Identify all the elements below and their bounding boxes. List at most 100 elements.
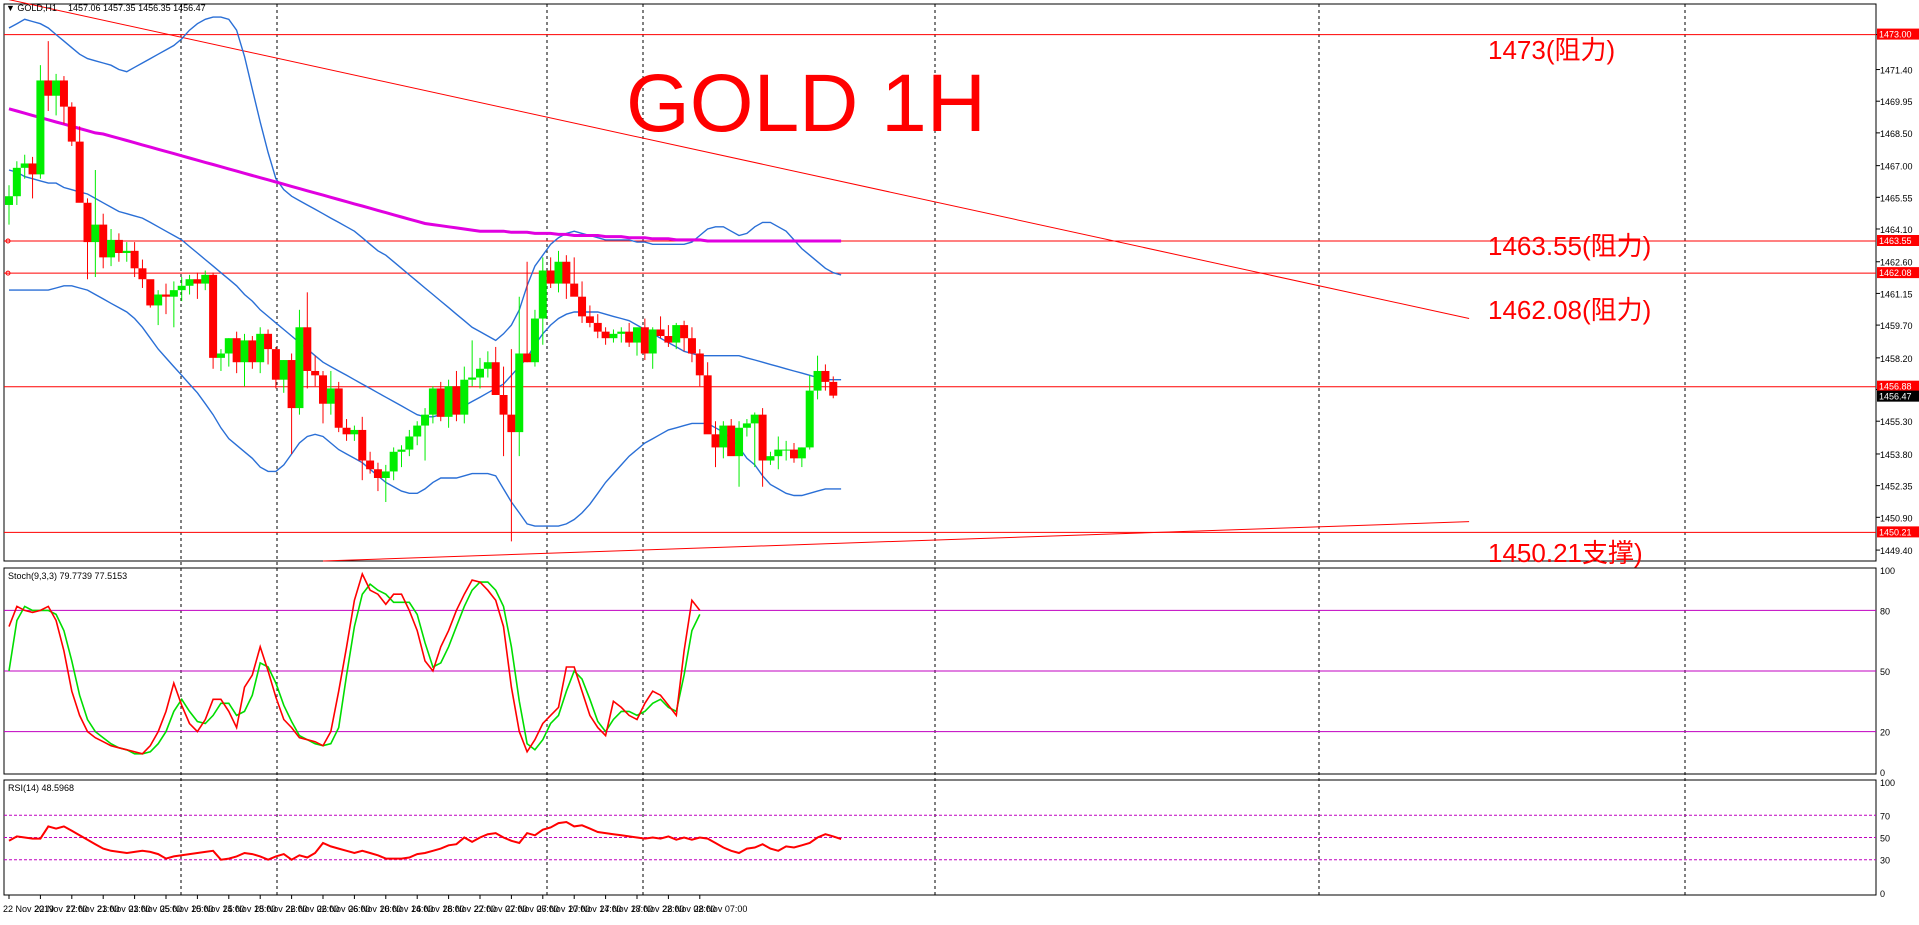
bollinger-upper-line bbox=[8, 16, 842, 342]
x-tick-label: 22 Nov 2019 bbox=[3, 904, 54, 914]
candle-body bbox=[530, 318, 539, 363]
candle-body bbox=[232, 338, 241, 363]
candle-body bbox=[271, 349, 280, 380]
candle-body bbox=[358, 429, 367, 461]
candle-body bbox=[617, 331, 626, 334]
candle-body bbox=[224, 338, 233, 354]
candle-body bbox=[20, 163, 29, 168]
candle-body bbox=[162, 294, 170, 297]
x-tick-label: 27 Nov 14:00 bbox=[568, 904, 622, 914]
x-tick-label: 23 Nov 01:00 bbox=[97, 904, 151, 914]
candle-body bbox=[91, 224, 100, 243]
bollinger-middle-line bbox=[8, 169, 842, 418]
rsi-tick-label: 0 bbox=[1880, 889, 1885, 899]
candle-body bbox=[499, 394, 508, 415]
stoch-label: Stoch(9,3,3) 79.7739 77.5153 bbox=[8, 571, 127, 581]
x-tick-label: 22 Nov 21:00 bbox=[66, 904, 120, 914]
candle-body bbox=[107, 239, 116, 258]
candle-body bbox=[735, 427, 744, 457]
watermark-text: GOLD 1H bbox=[626, 58, 986, 149]
candle-body bbox=[146, 279, 155, 306]
candle-body bbox=[381, 471, 390, 478]
candle-body bbox=[664, 336, 673, 343]
candle-body bbox=[601, 331, 610, 339]
candle-body bbox=[758, 414, 767, 461]
candle-body bbox=[546, 270, 555, 284]
candle-body bbox=[790, 449, 798, 459]
candle-body bbox=[672, 325, 681, 343]
x-tick-label: 26 Nov 22:00 bbox=[443, 904, 497, 914]
candle-body bbox=[256, 333, 265, 363]
candle-body bbox=[687, 338, 696, 354]
candle-body bbox=[656, 329, 665, 337]
candle-body bbox=[201, 274, 210, 284]
candle-body bbox=[67, 106, 76, 142]
x-tick-label: 27 Nov 22:00 bbox=[631, 904, 685, 914]
candle-body bbox=[633, 327, 641, 343]
candle-body bbox=[782, 449, 791, 451]
candle-body bbox=[554, 261, 563, 284]
candle-body bbox=[742, 423, 751, 428]
candle-body bbox=[240, 340, 249, 363]
x-tick-label: 26 Nov 18:00 bbox=[411, 904, 465, 914]
level-label-1450: 1450.21支撑) bbox=[1488, 538, 1643, 568]
y-tick-label: 1462.60 bbox=[1880, 258, 1913, 268]
candle-body bbox=[311, 370, 320, 376]
candle-body bbox=[5, 196, 13, 205]
x-tick-label: 25 Nov 18:00 bbox=[223, 904, 277, 914]
candle-body bbox=[326, 388, 335, 404]
candle-body bbox=[562, 261, 571, 284]
candle-body bbox=[711, 434, 720, 448]
stoch-tick-label: 20 bbox=[1880, 728, 1890, 738]
candle-body bbox=[695, 353, 704, 376]
candle-body bbox=[428, 388, 437, 415]
chart-header-symbol: ▼ GOLD,H1 bbox=[6, 3, 57, 13]
x-tick-label: 25 Nov 10:00 bbox=[160, 904, 214, 914]
y-tick-label: 1465.55 bbox=[1880, 193, 1913, 203]
stoch-tick-label: 100 bbox=[1880, 566, 1895, 576]
candle-body bbox=[405, 436, 414, 450]
candle-body bbox=[303, 327, 312, 371]
level-tag-text: 1463.55 bbox=[1879, 236, 1912, 246]
candle-body bbox=[436, 388, 445, 417]
y-tick-label: 1471.40 bbox=[1880, 66, 1913, 76]
candle-body bbox=[570, 283, 579, 297]
y-tick-label: 1453.80 bbox=[1880, 450, 1913, 460]
candle-body bbox=[295, 327, 304, 409]
current-price-tag-text: 1456.47 bbox=[1879, 392, 1912, 402]
level-tag-bg bbox=[1877, 234, 1919, 246]
x-tick-label: 26 Nov 02:00 bbox=[286, 904, 340, 914]
level-tag-text: 1456.88 bbox=[1879, 382, 1912, 392]
candle-body bbox=[813, 370, 822, 391]
candle-body bbox=[44, 80, 53, 96]
candle-body bbox=[185, 279, 194, 286]
y-tick-label: 1458.20 bbox=[1880, 354, 1913, 364]
y-tick-label: 1455.30 bbox=[1880, 417, 1913, 427]
candle-body bbox=[609, 333, 618, 339]
candle-body bbox=[319, 375, 327, 404]
candle-body bbox=[397, 449, 406, 452]
level-tag-text: 1450.21 bbox=[1879, 527, 1912, 537]
y-tick-label: 1450.90 bbox=[1880, 513, 1913, 523]
candle-body bbox=[727, 425, 736, 457]
candle-body bbox=[750, 414, 759, 424]
candle-body bbox=[52, 80, 61, 96]
trendline bbox=[8, 0, 1470, 320]
level-tag-bg bbox=[1877, 28, 1919, 40]
candle-body bbox=[444, 386, 453, 417]
level-label-1463: 1463.55(阻力) bbox=[1488, 231, 1651, 261]
candle-body bbox=[452, 386, 461, 415]
candle-body bbox=[279, 360, 288, 380]
level-tag-bg bbox=[1877, 267, 1919, 279]
main-panel-frame bbox=[3, 3, 1877, 562]
candle-body bbox=[515, 353, 524, 433]
rsi-tick-label: 100 bbox=[1880, 778, 1895, 788]
candle-body bbox=[209, 274, 218, 358]
candle-body bbox=[216, 353, 225, 358]
candle-body bbox=[169, 290, 178, 297]
x-tick-label: 26 Nov 14:00 bbox=[380, 904, 434, 914]
y-tick-label: 1468.50 bbox=[1880, 129, 1913, 139]
candle-body bbox=[491, 362, 500, 395]
rsi-line bbox=[8, 820, 842, 861]
